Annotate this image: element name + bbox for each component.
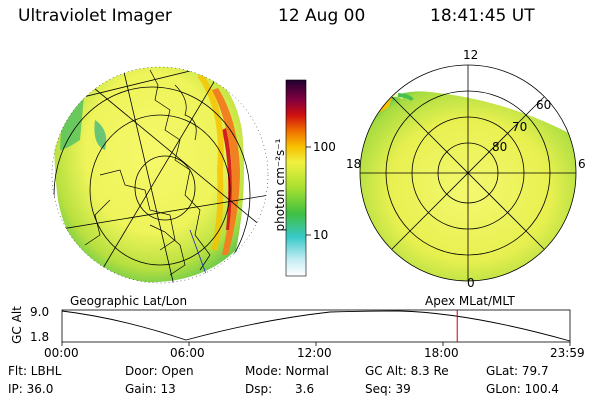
instrument-title: Ultraviolet Imager: [18, 6, 172, 26]
mode-value: Mode: Normal: [245, 364, 329, 378]
filter-value: Flt: LBHL: [8, 364, 62, 378]
altitude-curve: [61, 310, 571, 342]
ip-value: IP: 36.0: [8, 382, 54, 396]
mlat-label-80: 80: [492, 140, 508, 154]
dayside-bright-arc: [212, 88, 240, 255]
color-scale-bar: [285, 79, 311, 277]
x-tick-2359: 23:59: [550, 346, 585, 360]
x-tick-0600: 06:00: [170, 346, 205, 360]
colorbar-tick-10: 10: [313, 228, 329, 242]
altitude-y-top: 9.0: [30, 305, 50, 319]
altitude-axis-label: GC Alt: [10, 306, 24, 344]
door-value: Door: Open: [125, 364, 194, 378]
dsp-value: Dsp: 3.6: [245, 382, 315, 396]
gain-value: Gain: 13: [125, 382, 176, 396]
mlt-label-0: 0: [467, 276, 475, 290]
x-tick-1800: 18:00: [424, 346, 459, 360]
time-label: 18:41:45 UT: [430, 6, 535, 26]
apex-panel-caption: Apex MLat/MLT: [425, 294, 515, 308]
x-tick-1200: 12:00: [297, 346, 332, 360]
mlt-label-6: 6: [578, 157, 586, 171]
mlt-label-18: 18: [346, 157, 362, 171]
date-label: 12 Aug 00: [278, 6, 366, 26]
mlat-label-70: 70: [512, 120, 528, 134]
altitude-y-bottom: 1.8: [30, 330, 50, 344]
glon-value: GLon: 100.4: [486, 382, 559, 396]
mlt-label-12: 12: [463, 48, 479, 62]
auroral-emission-apex: [360, 91, 576, 281]
altitude-plot: [61, 309, 571, 346]
colorbar-tick-100: 100: [313, 140, 336, 154]
gc-alt-value: GC Alt: 8.3 Re: [365, 364, 449, 378]
mlat-label-60: 60: [536, 98, 552, 112]
glat-value: GLat: 79.7: [486, 364, 549, 378]
x-tick-0000: 00:00: [44, 346, 79, 360]
seq-value: Seq: 39: [365, 382, 411, 396]
colorbar-unit-label: photon cm⁻²s⁻¹: [273, 138, 287, 232]
geo-panel-caption: Geographic Lat/Lon: [70, 294, 188, 308]
geographic-panel: [51, 66, 269, 284]
